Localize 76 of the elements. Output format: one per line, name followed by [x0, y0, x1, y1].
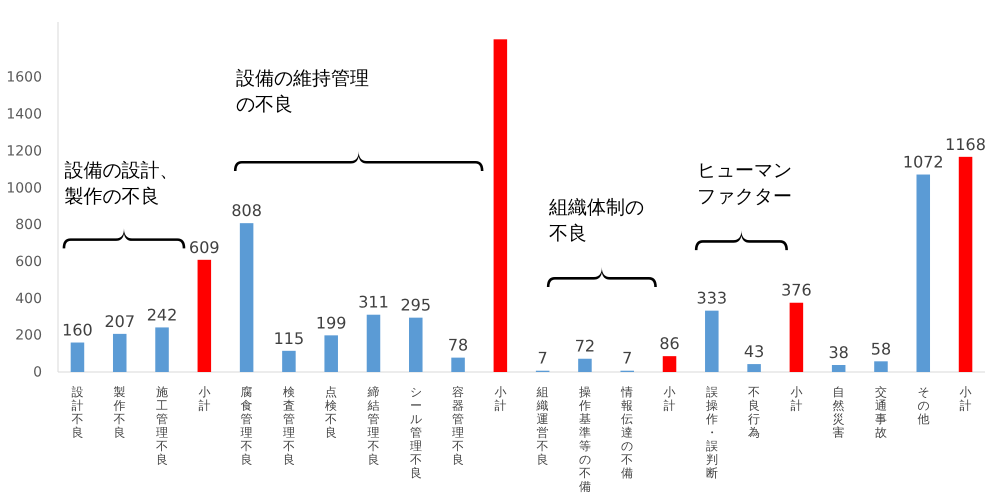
bar [409, 318, 423, 372]
bar [747, 364, 761, 372]
data-label: 1072 [902, 152, 944, 172]
x-tick-label: その他 [917, 385, 930, 426]
bar [832, 365, 846, 372]
data-label: 207 [104, 312, 136, 331]
x-tick-label: 容器管理不良 [452, 385, 464, 466]
data-label: 376 [781, 280, 812, 300]
y-tick-label: 200 [15, 328, 42, 344]
bar [324, 335, 338, 372]
x-tick-label: 小計 [198, 385, 210, 412]
bar [790, 302, 804, 372]
bar [155, 327, 169, 372]
bar [958, 156, 972, 372]
data-label: 333 [696, 288, 728, 308]
bar [705, 310, 719, 372]
bar [366, 314, 380, 372]
annotation: ヒューマンファクター [696, 160, 792, 208]
bar [112, 334, 127, 372]
x-tick-label: 設計不良 [71, 385, 84, 440]
x-tick-label: シール管理不良 [410, 385, 422, 480]
data-label: 38 [828, 343, 849, 362]
data-label: 72 [574, 336, 596, 356]
annotation: 設備の設計、製作の不良 [64, 160, 179, 208]
bar [198, 260, 212, 372]
x-tick-label: 検査管理不良 [282, 385, 295, 466]
bar [451, 358, 465, 372]
data-label: 115 [274, 328, 304, 348]
x-tick-label: 施工管理不良 [156, 385, 168, 466]
x-tick-label: 製作不良 [112, 385, 126, 440]
y-tick-label: 0 [33, 364, 42, 380]
x-tick-label: 情報伝達の不備 [620, 385, 634, 480]
bar [70, 342, 84, 372]
x-tick-label: 操作基準等の不備 [578, 385, 591, 494]
data-label: 808 [231, 201, 262, 220]
data-label: 242 [146, 305, 178, 324]
x-tick-label: 自然災害 [832, 385, 845, 440]
data-label: 86 [659, 334, 680, 354]
data-label: 609 [189, 238, 220, 257]
annotation: 設備の維持管理の不良 [236, 68, 369, 116]
x-tick-label: 点検不良 [325, 385, 338, 440]
x-tick-label: 締結管理不良 [366, 385, 380, 466]
data-label: 199 [316, 313, 346, 332]
bar [874, 361, 888, 372]
bar [494, 39, 508, 372]
data-label: 43 [744, 342, 764, 362]
data-label: 58 [870, 339, 892, 358]
bar [916, 174, 930, 372]
x-tick-label: 小計 [664, 385, 676, 412]
data-label: 7 [622, 348, 632, 368]
bar [240, 223, 254, 372]
y-tick-label: 1200 [6, 143, 42, 160]
y-tick-label: 1600 [6, 70, 42, 86]
y-tick-label: 400 [15, 290, 42, 307]
x-tick-label: 組織運営不良 [536, 385, 549, 466]
data-label: 311 [358, 292, 389, 312]
y-tick-label: 800 [15, 217, 42, 234]
y-tick-label: 1000 [6, 180, 42, 196]
x-tick-label: 交通事故 [874, 385, 887, 440]
x-tick-label: 小計 [494, 385, 506, 412]
data-label: 295 [400, 296, 432, 315]
bar [662, 356, 676, 372]
data-label: 1168 [945, 134, 986, 154]
x-tick-label: 小計 [790, 385, 802, 412]
x-tick-label: 誤操作・誤判断 [704, 385, 718, 480]
x-tick-label: 不良行為 [748, 385, 760, 440]
x-tick-label: 腐食管理不良 [240, 385, 253, 466]
bar [578, 358, 592, 372]
y-tick-label: 600 [15, 254, 42, 270]
data-label: 160 [62, 320, 93, 340]
annotation: 組織体制の不良 [548, 196, 644, 245]
y-tick-label: 1400 [6, 106, 42, 123]
x-tick-label: 小計 [960, 385, 972, 412]
data-label: 78 [448, 336, 468, 355]
data-label: 7 [538, 348, 548, 368]
bar [282, 350, 296, 372]
